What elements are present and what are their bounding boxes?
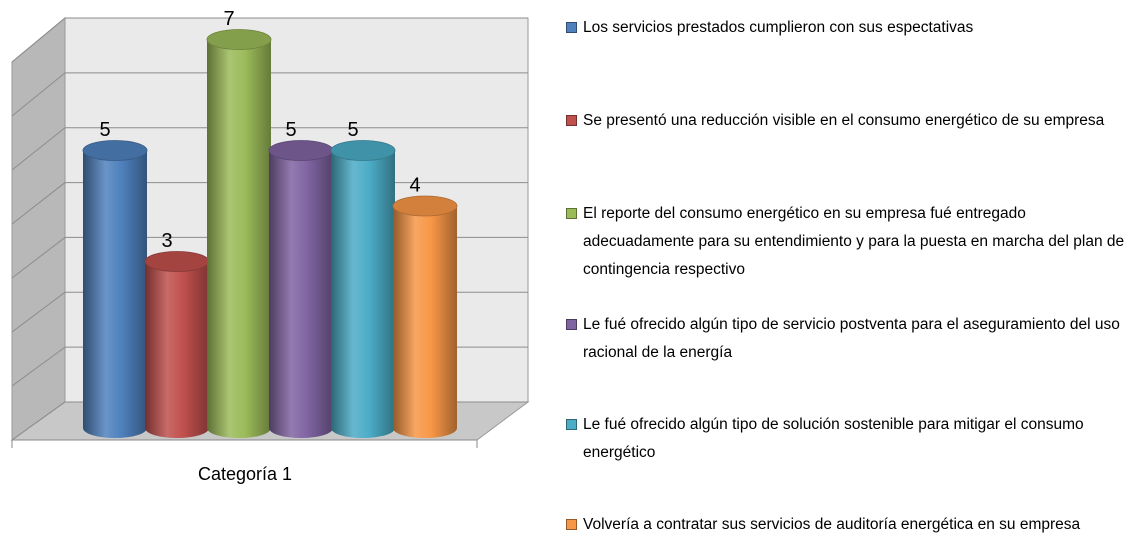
legend-item: Los servicios prestados cumplieron con s… <box>566 14 1126 42</box>
bar-body <box>393 206 457 428</box>
bar-body <box>269 150 333 428</box>
grid-line <box>11 182 66 225</box>
bar <box>268 140 334 438</box>
legend-label: Le fué ofrecido algún tipo de servicio p… <box>583 316 1120 361</box>
grid-line <box>11 346 66 387</box>
legend-label: Volvería a contratar sus servicios de au… <box>583 516 1081 533</box>
bar-top <box>82 140 148 161</box>
data-label: 5 <box>285 119 296 141</box>
side-wall <box>11 16 66 441</box>
data-label: 5 <box>99 119 110 141</box>
grid-line <box>11 127 66 171</box>
data-label: 5 <box>347 119 358 141</box>
bar-top <box>268 140 334 161</box>
grid-line <box>11 291 66 333</box>
bar-body <box>145 261 209 428</box>
legend-item: Le fué ofrecido algún tipo de solución s… <box>566 411 1126 467</box>
legend-item: Le fué ofrecido algún tipo de servicio p… <box>566 311 1126 367</box>
legend-swatch <box>566 115 577 126</box>
bar-body <box>83 150 147 428</box>
bar <box>392 195 458 438</box>
grid-line <box>11 17 66 63</box>
bar <box>330 140 396 438</box>
grid-line <box>11 72 66 117</box>
bar <box>144 251 210 438</box>
legend-item: Se presentó una reducción visible en el … <box>566 107 1126 135</box>
legend-item: Volvería a contratar sus servicios de au… <box>566 511 1126 539</box>
bar-top <box>392 195 458 217</box>
data-label: 4 <box>409 174 420 196</box>
data-label: 7 <box>223 8 234 30</box>
legend-label: El reporte del consumo energético en su … <box>583 205 1125 278</box>
legend-swatch <box>566 319 577 330</box>
legend-label: Se presentó una reducción visible en el … <box>583 112 1105 129</box>
bar-body <box>207 39 271 428</box>
legend-swatch <box>566 419 577 430</box>
bar-top <box>206 29 272 50</box>
legend-swatch <box>566 208 577 219</box>
legend-item: El reporte del consumo energético en su … <box>566 200 1126 284</box>
grid-line <box>11 237 66 279</box>
bar <box>82 140 148 438</box>
legend-label: Los servicios prestados cumplieron con s… <box>583 19 974 36</box>
bar-top <box>330 140 396 161</box>
legend-label: Le fué ofrecido algún tipo de solución s… <box>583 416 1084 461</box>
bar <box>206 29 272 438</box>
legend-swatch <box>566 22 577 33</box>
bar-body <box>331 150 395 428</box>
chart: 5 3 7 5 5 4 Categoría 1 <box>10 8 530 484</box>
grid-line <box>11 401 66 441</box>
x-tick-label: Categoría 1 <box>198 464 292 484</box>
legend-swatch <box>566 519 577 530</box>
bar-top <box>144 251 210 272</box>
data-label: 3 <box>161 230 172 252</box>
